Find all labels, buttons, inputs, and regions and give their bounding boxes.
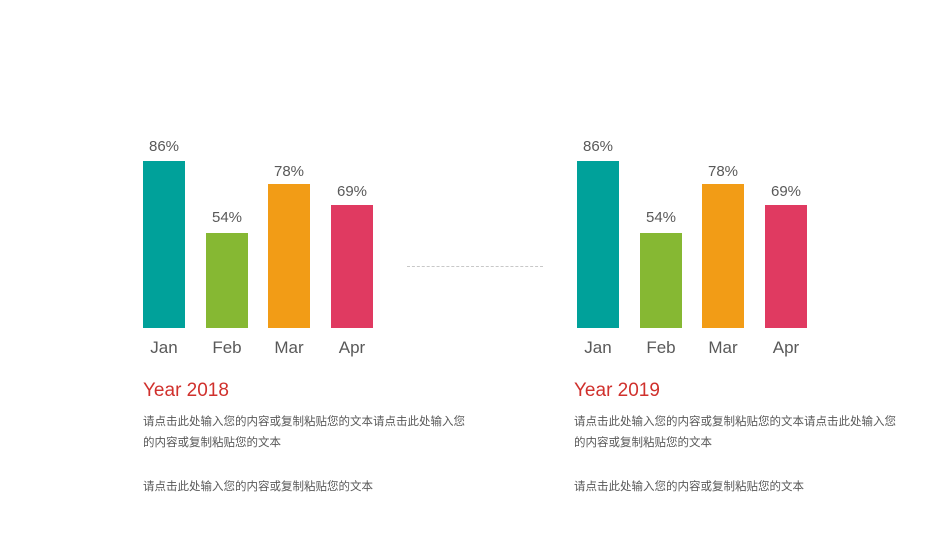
bar-mar <box>268 184 310 328</box>
value-label-feb: 54% <box>211 209 243 226</box>
bar-feb <box>206 233 248 328</box>
category-label-apr: Apr <box>772 338 800 357</box>
category-label-feb: Feb <box>646 338 676 357</box>
category-label-mar: Mar <box>708 338 738 357</box>
category-label-jan: Jan <box>584 338 612 357</box>
bar-feb <box>640 233 682 328</box>
chart-2019: 86% 54% 78% 69% Jan Feb Mar Apr Year 201… <box>574 0 897 535</box>
value-label-apr: 69% <box>336 183 368 200</box>
dashed-divider <box>407 266 543 267</box>
value-label-jan: 86% <box>148 138 180 155</box>
value-label-jan: 86% <box>582 138 614 155</box>
category-label-jan: Jan <box>150 338 178 357</box>
category-label-feb: Feb <box>212 338 242 357</box>
value-label-apr: 69% <box>770 183 802 200</box>
chart-2018: 86% 54% 78% 69% Jan Feb Mar Apr Year 201… <box>143 0 465 535</box>
value-label-mar: 78% <box>707 163 739 180</box>
bar-apr <box>331 205 373 328</box>
description-text-1: 请点击此处输入您的内容或复制粘贴您的文本请点击此处输入您的内容或复制粘贴您的文本 <box>574 416 896 449</box>
description-text-2: 请点击此处输入您的内容或复制粘贴您的文本 <box>143 481 373 493</box>
category-label-apr: Apr <box>338 338 366 357</box>
value-label-mar: 78% <box>273 163 305 180</box>
bar-apr <box>765 205 807 328</box>
bar-jan <box>143 161 185 328</box>
description-text-1: 请点击此处输入您的内容或复制粘贴您的文本请点击此处输入您的内容或复制粘贴您的文本 <box>143 416 465 449</box>
year-title: Year 2018 <box>143 380 229 401</box>
bar-jan <box>577 161 619 328</box>
bar-mar <box>702 184 744 328</box>
description-text-2: 请点击此处输入您的内容或复制粘贴您的文本 <box>574 481 804 493</box>
value-label-feb: 54% <box>645 209 677 226</box>
category-label-mar: Mar <box>274 338 304 357</box>
year-title: Year 2019 <box>574 380 660 401</box>
